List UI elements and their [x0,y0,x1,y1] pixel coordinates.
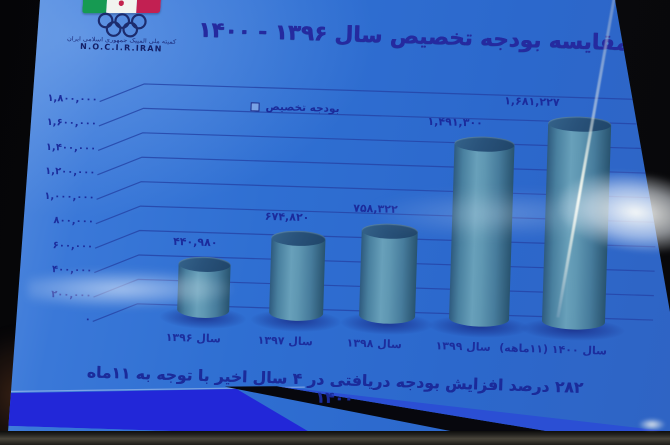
screen-bezel [0,431,670,445]
bar-body [268,237,326,322]
y-tick-label: ۱,۶۰۰,۰۰۰ [46,117,98,130]
bar-cylinder-1399 [428,135,529,340]
y-tick-label: ۴۰۰,۰۰۰ [51,264,93,277]
y-tick-label: ۱,۴۰۰,۰۰۰ [45,141,97,155]
bar-cylinder-1398 [340,222,434,337]
y-tick-label: ۶۰۰,۰۰۰ [52,239,94,253]
bar-cylinder-1396 [159,255,247,331]
noc-iran-logo: کمیته ملی المپیک جمهوری اسلامی ایران N.O… [41,0,203,58]
legend-label: بودجه تخصیص [265,100,340,116]
olympic-rings-icon [97,12,147,38]
y-tick-label: ۲۰۰,۰۰۰ [50,288,92,301]
bar-body [448,143,515,328]
y-tick-label: ۱,۸۰۰,۰۰۰ [47,92,98,106]
y-tick-label: ۱,۰۰۰,۰۰۰ [44,190,95,204]
y-tick-label: ۰ [84,314,91,326]
bar-body [541,123,611,331]
y-tick-label: ۸۰۰,۰۰۰ [53,215,95,228]
bar-cylinder-1397 [250,230,342,334]
bar-body [358,230,418,325]
bar-cylinder-1400 [520,115,626,343]
legend-marker-icon [250,101,260,112]
y-tick-label: ۱,۲۰۰,۰۰۰ [44,166,96,179]
